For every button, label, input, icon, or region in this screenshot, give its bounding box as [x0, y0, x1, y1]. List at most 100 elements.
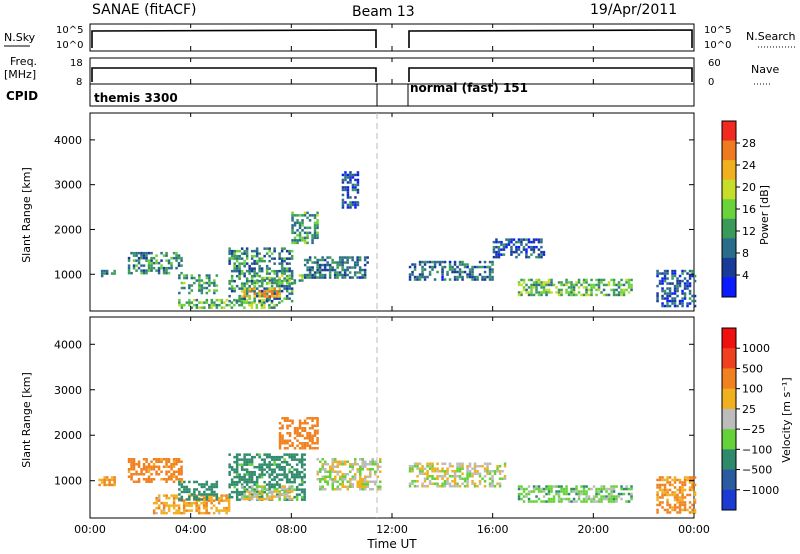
- velocity-cell: [334, 475, 337, 478]
- velocity-cell: [336, 480, 339, 483]
- velocity-cell: [602, 485, 606, 488]
- velocity-cell: [275, 493, 279, 496]
- power-cell: [205, 301, 209, 304]
- velocity-cell: [190, 509, 193, 512]
- power-cell: [183, 281, 186, 285]
- velocity-cell: [491, 470, 494, 473]
- velocity-cell: [245, 478, 249, 481]
- power-cell: [250, 262, 254, 265]
- velocity-cell: [246, 495, 249, 498]
- velocity-cell: [263, 458, 266, 461]
- power-cell: [597, 278, 601, 282]
- power-cell: [150, 256, 153, 260]
- velocity-cell: [535, 500, 538, 503]
- velocity-colorbar-cell: [722, 469, 736, 491]
- power-cell: [500, 253, 503, 256]
- power-cell: [238, 299, 241, 303]
- velocity-cell: [270, 478, 274, 481]
- power-cell: [622, 293, 626, 297]
- power-cell: [316, 258, 319, 262]
- power-cell: [661, 279, 664, 283]
- velocity-cell: [170, 475, 173, 478]
- power-cell: [336, 261, 339, 264]
- velocity-cell: [331, 463, 334, 466]
- power-cell: [140, 256, 143, 260]
- velocity-cell: [248, 453, 251, 456]
- velocity-cell: [208, 488, 211, 491]
- velocity-cell: [441, 482, 444, 485]
- velocity-cell: [162, 458, 166, 461]
- velocity-cell: [585, 490, 588, 493]
- velocity-cell: [256, 487, 259, 491]
- velocity-cell: [145, 478, 148, 481]
- velocity-cell: [300, 478, 304, 481]
- power-cell: [488, 275, 492, 279]
- nsky-label: N.Sky: [4, 31, 36, 44]
- velocity-cell: [208, 493, 211, 496]
- velocity-cell: [301, 429, 304, 432]
- power-cell: [190, 301, 194, 304]
- velocity-cell: [481, 477, 484, 480]
- power-cell: [356, 271, 359, 274]
- power-cell: [354, 186, 357, 189]
- power-cell: [525, 288, 528, 292]
- velocity-cell: [285, 453, 289, 456]
- velocity-cell: [293, 495, 296, 499]
- velocity-cell: [681, 493, 684, 497]
- power-cell: [515, 250, 518, 254]
- velocity-cell: [491, 477, 494, 480]
- velocity-cell: [155, 465, 158, 468]
- power-cell: [585, 281, 588, 284]
- power-cell: [560, 291, 563, 294]
- velocity-cell: [688, 511, 692, 514]
- velocity-cell: [210, 490, 214, 494]
- power-cell: [278, 295, 281, 298]
- power-cell: [243, 298, 246, 302]
- velocity-cell: [379, 485, 382, 488]
- power-cell: [338, 273, 342, 277]
- velocity-cell: [243, 480, 246, 484]
- power-cell: [612, 293, 616, 297]
- power-cell: [273, 247, 276, 250]
- power-cell: [255, 272, 259, 275]
- power-cell: [165, 269, 168, 272]
- power-cell: [175, 251, 178, 255]
- velocity-cell: [681, 486, 684, 489]
- velocity-cell: [130, 475, 133, 478]
- velocity-cell: [527, 485, 531, 488]
- power-cell: [291, 219, 294, 222]
- velocity-cell: [658, 478, 662, 482]
- power-cell: [356, 258, 359, 262]
- power-cell: [167, 266, 171, 270]
- velocity-cell: [197, 504, 201, 507]
- power-cell: [290, 254, 294, 258]
- power-cell: [253, 269, 256, 273]
- velocity-cell: [537, 497, 541, 501]
- velocity-cell: [453, 477, 457, 480]
- power-cell: [351, 258, 354, 262]
- power-cell: [145, 256, 148, 260]
- velocity-cell: [205, 493, 209, 496]
- power-cell: [296, 214, 299, 217]
- power-cell: [233, 264, 236, 268]
- velocity-cell: [316, 458, 319, 461]
- velocity-cell: [243, 460, 246, 464]
- power-cell: [238, 262, 241, 265]
- power-cell: [535, 278, 538, 282]
- velocity-cell: [678, 511, 682, 514]
- power-cell: [248, 264, 251, 268]
- power-cell: [301, 219, 304, 222]
- velocity-cell: [183, 490, 186, 494]
- velocity-cell: [291, 419, 294, 422]
- power-cell: [150, 261, 153, 265]
- velocity-cell: [230, 483, 234, 486]
- velocity-cell: [203, 485, 206, 489]
- velocity-cell: [585, 492, 588, 496]
- power-cell: [208, 281, 211, 285]
- velocity-cell: [361, 488, 364, 491]
- power-cell: [328, 273, 332, 277]
- power-cell: [261, 292, 264, 296]
- power-cell: [291, 224, 294, 227]
- power-cell: [281, 274, 284, 277]
- velocity-cell: [311, 439, 314, 442]
